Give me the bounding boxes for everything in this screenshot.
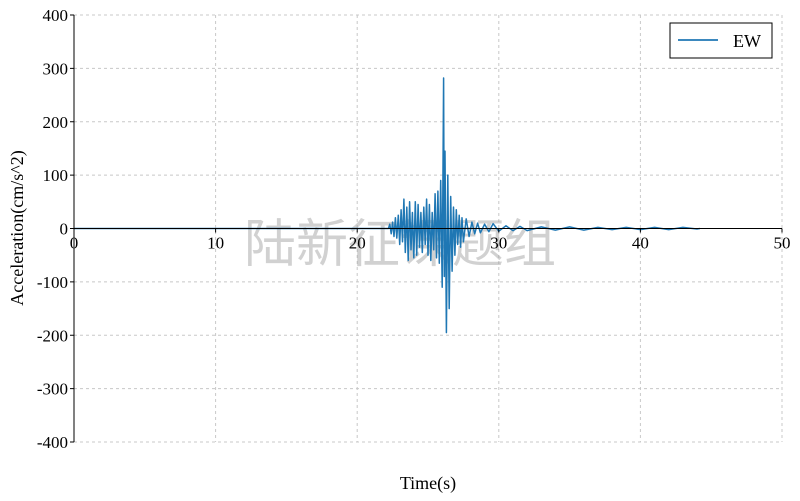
x-axis-label: Time(s) xyxy=(400,473,456,494)
x-tick-label: 40 xyxy=(632,234,649,253)
x-tick-label: 30 xyxy=(490,234,507,253)
y-tick-label: -400 xyxy=(37,433,68,452)
y-tick-label: 400 xyxy=(43,6,69,25)
x-tick-label: 0 xyxy=(70,234,79,253)
y-tick-label: 0 xyxy=(60,220,69,239)
y-tick-label: 300 xyxy=(43,59,69,78)
series-layer xyxy=(74,77,701,334)
y-tick-label: -100 xyxy=(37,273,68,292)
tick-labels: 0 10 20 30 40 50 400 300 200 100 0 -100 -200 -300 -400 xyxy=(37,6,791,452)
x-tick-label: 50 xyxy=(774,234,791,253)
y-axis-label: Acceleration(cm/s^2) xyxy=(7,150,28,305)
y-tick-label: -300 xyxy=(37,380,68,399)
y-tick-label: 100 xyxy=(43,166,69,185)
legend: EW xyxy=(669,22,773,59)
axes xyxy=(70,14,783,443)
legend-label-ew: EW xyxy=(733,31,761,51)
x-tick-label: 20 xyxy=(349,234,366,253)
series-line-ew xyxy=(74,77,701,334)
x-tick-label: 10 xyxy=(207,234,224,253)
y-tick-label: 200 xyxy=(43,113,69,132)
y-tick-label: -200 xyxy=(37,326,68,345)
